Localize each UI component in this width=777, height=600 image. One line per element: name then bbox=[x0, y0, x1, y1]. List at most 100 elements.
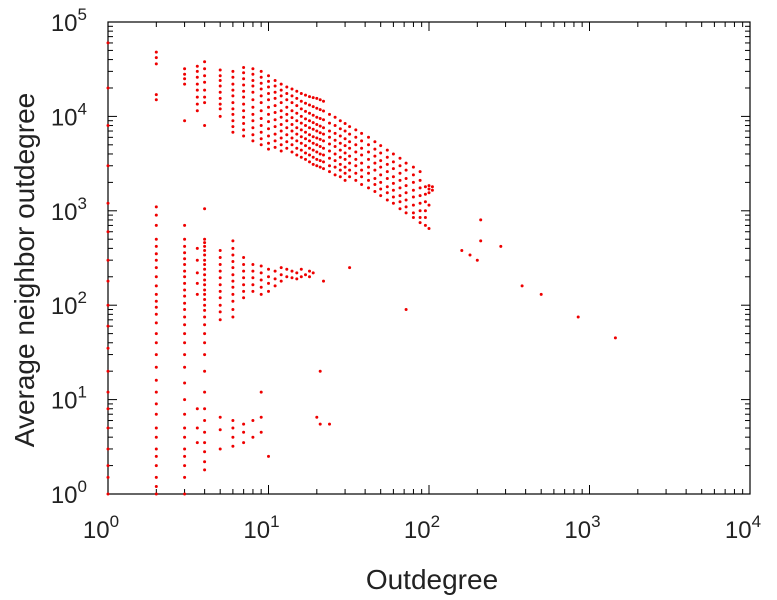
data-point bbox=[285, 85, 289, 89]
data-point bbox=[242, 263, 246, 266]
data-point bbox=[290, 116, 294, 120]
data-point bbox=[304, 273, 307, 277]
data-point bbox=[242, 109, 246, 113]
data-point bbox=[154, 305, 158, 309]
data-point bbox=[427, 227, 431, 230]
data-point bbox=[295, 111, 299, 115]
data-point bbox=[154, 412, 158, 416]
data-point bbox=[299, 135, 303, 139]
data-point bbox=[373, 154, 377, 158]
data-point bbox=[251, 419, 255, 422]
data-point bbox=[418, 186, 422, 190]
data-point bbox=[411, 188, 415, 192]
data-point bbox=[242, 134, 246, 138]
data-point bbox=[360, 146, 364, 150]
data-point bbox=[333, 145, 337, 148]
data-point bbox=[231, 299, 235, 303]
data-point bbox=[203, 288, 207, 292]
data-point bbox=[299, 121, 303, 125]
data-point bbox=[391, 167, 395, 171]
data-point bbox=[285, 112, 289, 116]
data-point bbox=[367, 150, 370, 154]
data-point bbox=[285, 119, 289, 123]
data-point bbox=[154, 50, 158, 54]
data-point bbox=[154, 454, 158, 458]
data-point bbox=[218, 428, 222, 432]
data-point bbox=[231, 253, 235, 257]
data-point bbox=[385, 185, 389, 189]
data-point bbox=[318, 152, 322, 156]
data-point bbox=[333, 115, 337, 119]
data-points bbox=[106, 41, 617, 496]
data-point bbox=[203, 419, 207, 422]
data-point bbox=[154, 447, 158, 451]
data-point bbox=[106, 407, 110, 411]
data-point bbox=[279, 123, 283, 126]
data-point bbox=[279, 129, 283, 133]
data-point bbox=[315, 157, 319, 161]
data-point bbox=[154, 464, 158, 468]
data-point bbox=[290, 136, 294, 140]
data-point bbox=[154, 435, 158, 439]
data-point bbox=[322, 109, 325, 113]
data-point bbox=[338, 141, 342, 145]
data-point bbox=[218, 263, 222, 266]
data-point bbox=[195, 258, 199, 262]
data-point bbox=[203, 95, 207, 99]
data-point bbox=[273, 277, 277, 281]
data-point bbox=[242, 430, 246, 434]
data-point bbox=[183, 454, 187, 458]
data-point bbox=[576, 315, 580, 319]
data-point bbox=[479, 239, 483, 243]
data-point bbox=[251, 98, 255, 102]
data-point bbox=[203, 263, 207, 266]
data-point bbox=[259, 430, 263, 434]
data-point bbox=[218, 114, 222, 118]
data-point bbox=[259, 292, 263, 296]
data-point bbox=[343, 178, 347, 182]
data-point bbox=[231, 69, 235, 73]
data-point bbox=[106, 390, 110, 394]
data-point bbox=[285, 140, 289, 144]
data-point bbox=[308, 146, 311, 150]
data-point bbox=[343, 122, 347, 125]
data-point bbox=[273, 84, 277, 88]
data-point bbox=[322, 153, 325, 157]
data-point bbox=[203, 298, 207, 301]
data-point bbox=[311, 148, 315, 152]
data-point bbox=[203, 353, 207, 357]
data-point bbox=[367, 165, 370, 169]
data-point bbox=[154, 475, 158, 479]
data-point bbox=[404, 184, 408, 188]
data-point bbox=[398, 164, 402, 168]
data-point bbox=[318, 159, 322, 163]
data-point bbox=[360, 153, 364, 157]
data-point bbox=[218, 310, 222, 314]
data-point bbox=[203, 244, 207, 248]
data-point bbox=[183, 77, 187, 81]
data-point bbox=[251, 126, 255, 130]
plot-frame bbox=[107, 21, 751, 495]
data-point bbox=[203, 237, 207, 241]
data-point bbox=[295, 104, 299, 108]
data-point bbox=[279, 273, 283, 277]
data-point bbox=[343, 129, 347, 133]
data-point bbox=[273, 132, 277, 136]
data-point bbox=[154, 284, 158, 288]
data-point bbox=[279, 279, 283, 283]
data-point bbox=[242, 441, 246, 445]
data-point bbox=[322, 132, 325, 136]
data-point bbox=[315, 96, 319, 100]
data-point bbox=[311, 135, 315, 139]
data-point bbox=[218, 68, 222, 72]
data-point bbox=[304, 117, 307, 121]
data-point bbox=[367, 171, 370, 175]
data-point bbox=[183, 475, 187, 479]
data-point bbox=[231, 426, 235, 430]
data-point bbox=[273, 125, 277, 129]
data-point bbox=[242, 115, 246, 119]
data-point bbox=[267, 141, 270, 145]
data-point bbox=[218, 249, 222, 252]
data-point bbox=[318, 124, 322, 128]
data-point bbox=[285, 146, 289, 150]
